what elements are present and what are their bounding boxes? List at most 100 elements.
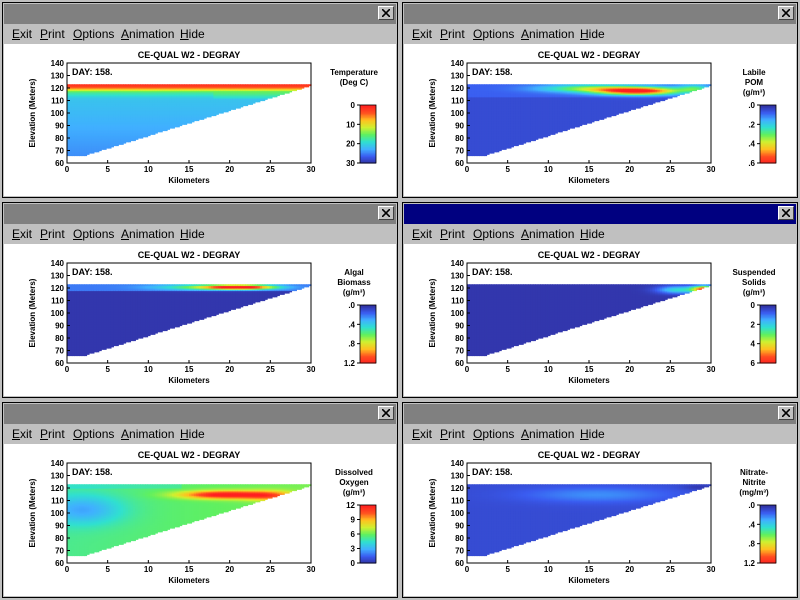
menu-options[interactable]: Options [473,227,515,241]
menu-exit[interactable]: Exit [412,227,433,241]
menu-exit[interactable]: Exit [412,27,433,41]
menu-animation[interactable]: Animation [521,227,575,241]
menu-options[interactable]: Options [473,427,515,441]
menu-print[interactable]: Print [40,27,65,41]
menu-exit[interactable]: Exit [412,427,433,441]
window-titlebar[interactable] [404,404,796,424]
legend-tick-label: 1.2 [344,359,356,368]
y-tick-label: 70 [55,347,64,356]
window-titlebar[interactable] [4,204,396,224]
menu-hide[interactable]: Hide [180,227,205,241]
y-tick-label: 90 [455,122,464,131]
y-tick-label: 70 [455,147,464,156]
window-titlebar[interactable] [4,404,396,424]
menu-options[interactable]: Options [473,27,515,41]
y-tick-label: 120 [451,484,465,493]
close-button[interactable] [778,206,794,220]
menu-print[interactable]: Print [440,227,465,241]
menu-animation[interactable]: Animation [521,27,575,41]
window-titlebar[interactable] [404,204,796,224]
x-tick-label: 20 [625,165,634,174]
menu-print[interactable]: Print [440,27,465,41]
menu-hide[interactable]: Hide [580,227,605,241]
menu-print[interactable]: Print [40,227,65,241]
menu-options[interactable]: Options [73,227,115,241]
x-tick-label: 15 [585,165,594,174]
chart-title: CE-QUAL W2 - DEGRAY [538,50,641,60]
legend-tick-label: 3 [351,545,356,554]
day-label: DAY: 158. [472,267,513,277]
legend-title: (g/m³) [743,88,766,97]
chart-window-algae: Exit Print Options Animation Hide 0 5 10 15 20 25 3… [2,202,398,398]
legend-colorbar [760,105,776,164]
chart-window-pom: Exit Print Options Animation Hide 0 5 10 15 20 25 3… [402,2,798,198]
day-label: DAY: 158. [72,67,113,77]
heatmap-cells [467,284,712,357]
x-tick-label: 5 [105,165,110,174]
y-tick-label: 110 [51,497,64,506]
y-tick-label: 90 [455,522,464,531]
x-tick-label: 5 [105,565,110,574]
legend-title: Solids [742,278,767,287]
chart-title: CE-QUAL W2 - DEGRAY [538,250,641,260]
legend-colorbar [360,105,376,164]
y-tick-label: 60 [55,359,64,368]
legend-title: Temperature [330,68,378,77]
legend-title: (g/m³) [343,288,366,297]
menu-animation[interactable]: Animation [121,227,175,241]
close-icon [382,209,390,217]
menu-animation[interactable]: Animation [121,427,175,441]
window-titlebar[interactable] [404,4,796,24]
y-axis-label: Elevation (Meters) [28,278,37,347]
menu-exit[interactable]: Exit [12,227,33,241]
legend-tick-label: .4 [348,320,355,329]
menu-exit[interactable]: Exit [12,27,33,41]
legend-tick-label: 6 [351,530,356,539]
y-tick-label: 120 [51,84,65,93]
plot-area: 0 5 10 15 20 25 30 60 70 80 90 100 110 120 130 140 CE-QU… [4,444,396,596]
close-button[interactable] [378,206,394,220]
contour-chart: 0 5 10 15 20 25 30 60 70 80 90 100 110 120 130 140 CE-QU… [428,50,777,185]
y-tick-label: 60 [55,159,64,168]
y-tick-label: 130 [51,72,65,81]
x-tick-label: 10 [144,165,153,174]
close-button[interactable] [378,406,394,420]
menu-exit[interactable]: Exit [12,427,33,441]
y-tick-label: 140 [451,259,465,268]
chart-window-do: Exit Print Options Animation Hide 0 5 10 15 20 25 3… [2,402,398,598]
close-button[interactable] [778,6,794,20]
y-tick-label: 110 [451,97,464,106]
y-tick-label: 80 [455,134,464,143]
x-tick-label: 10 [544,165,553,174]
x-tick-label: 5 [505,165,510,174]
x-tick-label: 25 [666,165,675,174]
window-titlebar[interactable] [4,4,396,24]
menu-animation[interactable]: Animation [521,427,575,441]
x-tick-label: 15 [185,165,194,174]
close-button[interactable] [378,6,394,20]
menu-hide[interactable]: Hide [180,427,205,441]
menu-print[interactable]: Print [440,427,465,441]
menu-animation[interactable]: Animation [121,27,175,41]
legend-tick-label: .8 [748,540,755,549]
y-tick-label: 60 [55,559,64,568]
close-icon [782,9,790,17]
x-tick-label: 30 [307,165,316,174]
close-icon [782,409,790,417]
menu-options[interactable]: Options [73,27,115,41]
menu-hide[interactable]: Hide [580,427,605,441]
menu-print[interactable]: Print [40,427,65,441]
y-axis-label: Elevation (Meters) [28,78,37,147]
menu-hide[interactable]: Hide [580,27,605,41]
menu-hide[interactable]: Hide [180,27,205,41]
legend-title: Suspended [732,268,775,277]
close-button[interactable] [778,406,794,420]
legend-tick-label: .8 [348,340,355,349]
x-tick-label: 20 [225,365,234,374]
y-tick-label: 110 [451,297,464,306]
x-tick-label: 15 [185,365,194,374]
legend-title: Oxygen [339,478,368,487]
legend-colorbar [360,505,376,564]
menu-options[interactable]: Options [73,427,115,441]
legend-title: Nitrite [742,478,766,487]
